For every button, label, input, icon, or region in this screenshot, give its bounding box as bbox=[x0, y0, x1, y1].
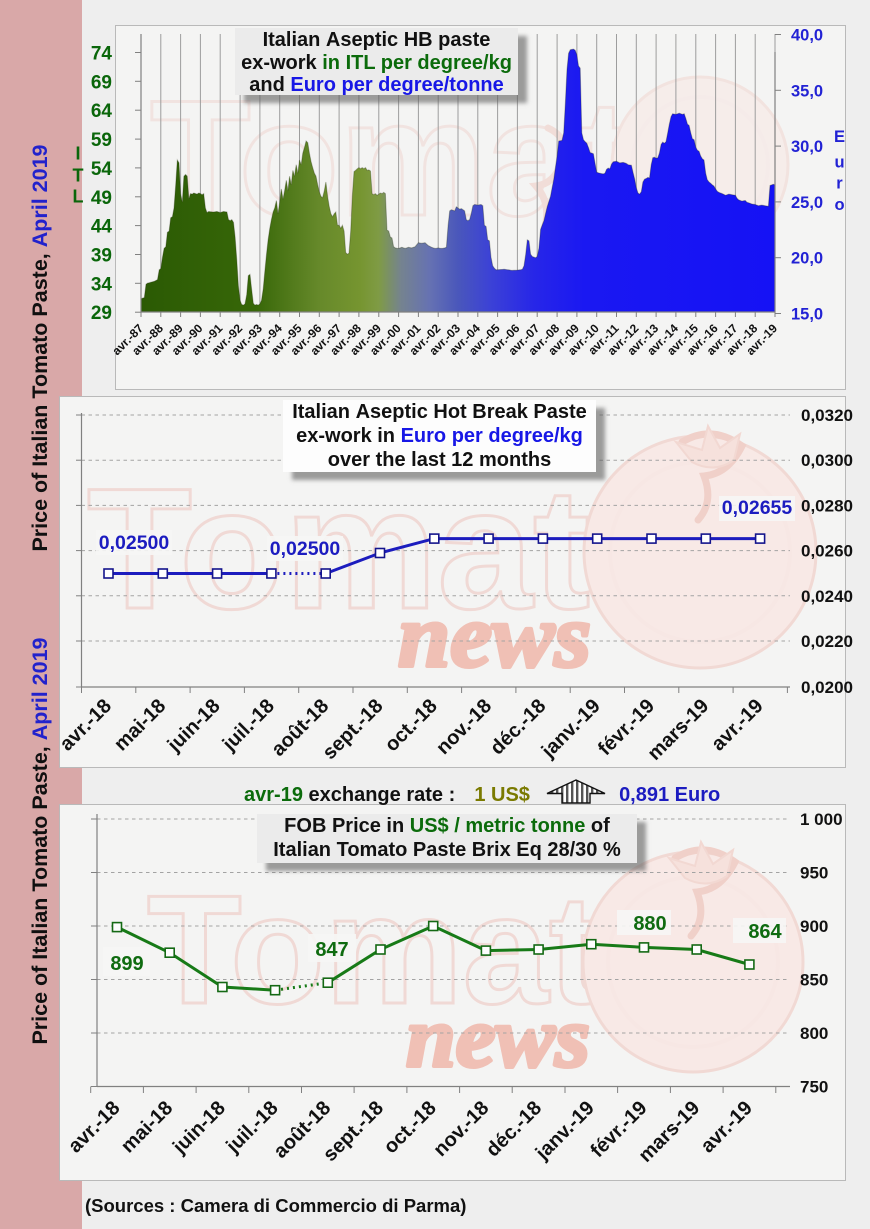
svg-text:0,0220: 0,0220 bbox=[801, 632, 853, 651]
svg-text:54: 54 bbox=[91, 159, 113, 180]
svg-text:news: news bbox=[406, 989, 590, 1085]
svg-text:20,0: 20,0 bbox=[791, 250, 823, 268]
svg-text:800: 800 bbox=[800, 1024, 828, 1043]
svg-text:0,0260: 0,0260 bbox=[801, 542, 853, 561]
svg-text:899: 899 bbox=[110, 953, 143, 975]
svg-text:39: 39 bbox=[91, 246, 112, 267]
svg-text:950: 950 bbox=[800, 864, 828, 883]
svg-text:0,02655: 0,02655 bbox=[722, 497, 793, 519]
svg-text:1 000: 1 000 bbox=[800, 810, 843, 829]
svg-text:49: 49 bbox=[91, 188, 112, 209]
svg-text:0,0200: 0,0200 bbox=[801, 678, 853, 697]
svg-text:74: 74 bbox=[91, 44, 113, 65]
svg-text:59: 59 bbox=[91, 130, 112, 151]
svg-text:mars-19: mars-19 bbox=[644, 695, 714, 765]
svg-text:69: 69 bbox=[91, 72, 112, 93]
svg-text:44: 44 bbox=[91, 217, 113, 238]
svg-text:r: r bbox=[836, 175, 843, 193]
svg-text:oct.-18: oct.-18 bbox=[381, 695, 442, 756]
svg-text:janv.-19: janv.-19 bbox=[531, 1097, 599, 1165]
svg-text:850: 850 bbox=[800, 971, 828, 990]
svg-text:E: E bbox=[834, 128, 845, 146]
svg-text:T: T bbox=[73, 166, 84, 186]
svg-text:juin-18: juin-18 bbox=[168, 1097, 230, 1159]
svg-text:avr.-18: avr.-18 bbox=[64, 1097, 124, 1157]
svg-text:o: o bbox=[834, 196, 844, 214]
svg-text:I: I bbox=[75, 144, 80, 164]
svg-text:mai-18: mai-18 bbox=[117, 1097, 177, 1157]
svg-text:864: 864 bbox=[748, 921, 782, 943]
svg-text:juin-18: juin-18 bbox=[163, 695, 225, 757]
svg-text:0,0280: 0,0280 bbox=[801, 496, 853, 515]
svg-text:0,02500: 0,02500 bbox=[270, 538, 341, 560]
svg-text:mai-18: mai-18 bbox=[110, 695, 170, 755]
svg-text:avr.-19: avr.-19 bbox=[707, 695, 767, 755]
svg-text:900: 900 bbox=[800, 917, 828, 936]
svg-text:L: L bbox=[73, 187, 84, 207]
svg-text:880: 880 bbox=[633, 913, 666, 935]
svg-text:29: 29 bbox=[91, 303, 112, 324]
svg-text:847: 847 bbox=[315, 939, 348, 961]
svg-text:nov.-18: nov.-18 bbox=[432, 695, 496, 759]
svg-text:0,0240: 0,0240 bbox=[801, 587, 853, 606]
svg-text:0,0320: 0,0320 bbox=[801, 406, 853, 425]
svg-text:64: 64 bbox=[91, 101, 113, 122]
svg-text:15,0: 15,0 bbox=[791, 306, 823, 324]
svg-text:34: 34 bbox=[91, 274, 113, 295]
svg-text:avr.-19: avr.-19 bbox=[697, 1097, 757, 1157]
svg-text:30,0: 30,0 bbox=[791, 138, 823, 156]
svg-text:40,0: 40,0 bbox=[791, 27, 823, 45]
svg-text:u: u bbox=[834, 154, 844, 172]
svg-text:sept.-18: sept.-18 bbox=[319, 695, 388, 764]
svg-text:janv.-19: janv.-19 bbox=[537, 695, 605, 763]
svg-text:0,02500: 0,02500 bbox=[99, 532, 170, 554]
svg-text:35,0: 35,0 bbox=[791, 82, 823, 100]
svg-text:25,0: 25,0 bbox=[791, 194, 823, 212]
svg-text:0,0300: 0,0300 bbox=[801, 451, 853, 470]
svg-text:750: 750 bbox=[800, 1078, 828, 1097]
svg-text:news: news bbox=[398, 587, 591, 686]
svg-text:avr.-18: avr.-18 bbox=[56, 695, 116, 755]
svg-text:nov.-18: nov.-18 bbox=[429, 1097, 493, 1161]
